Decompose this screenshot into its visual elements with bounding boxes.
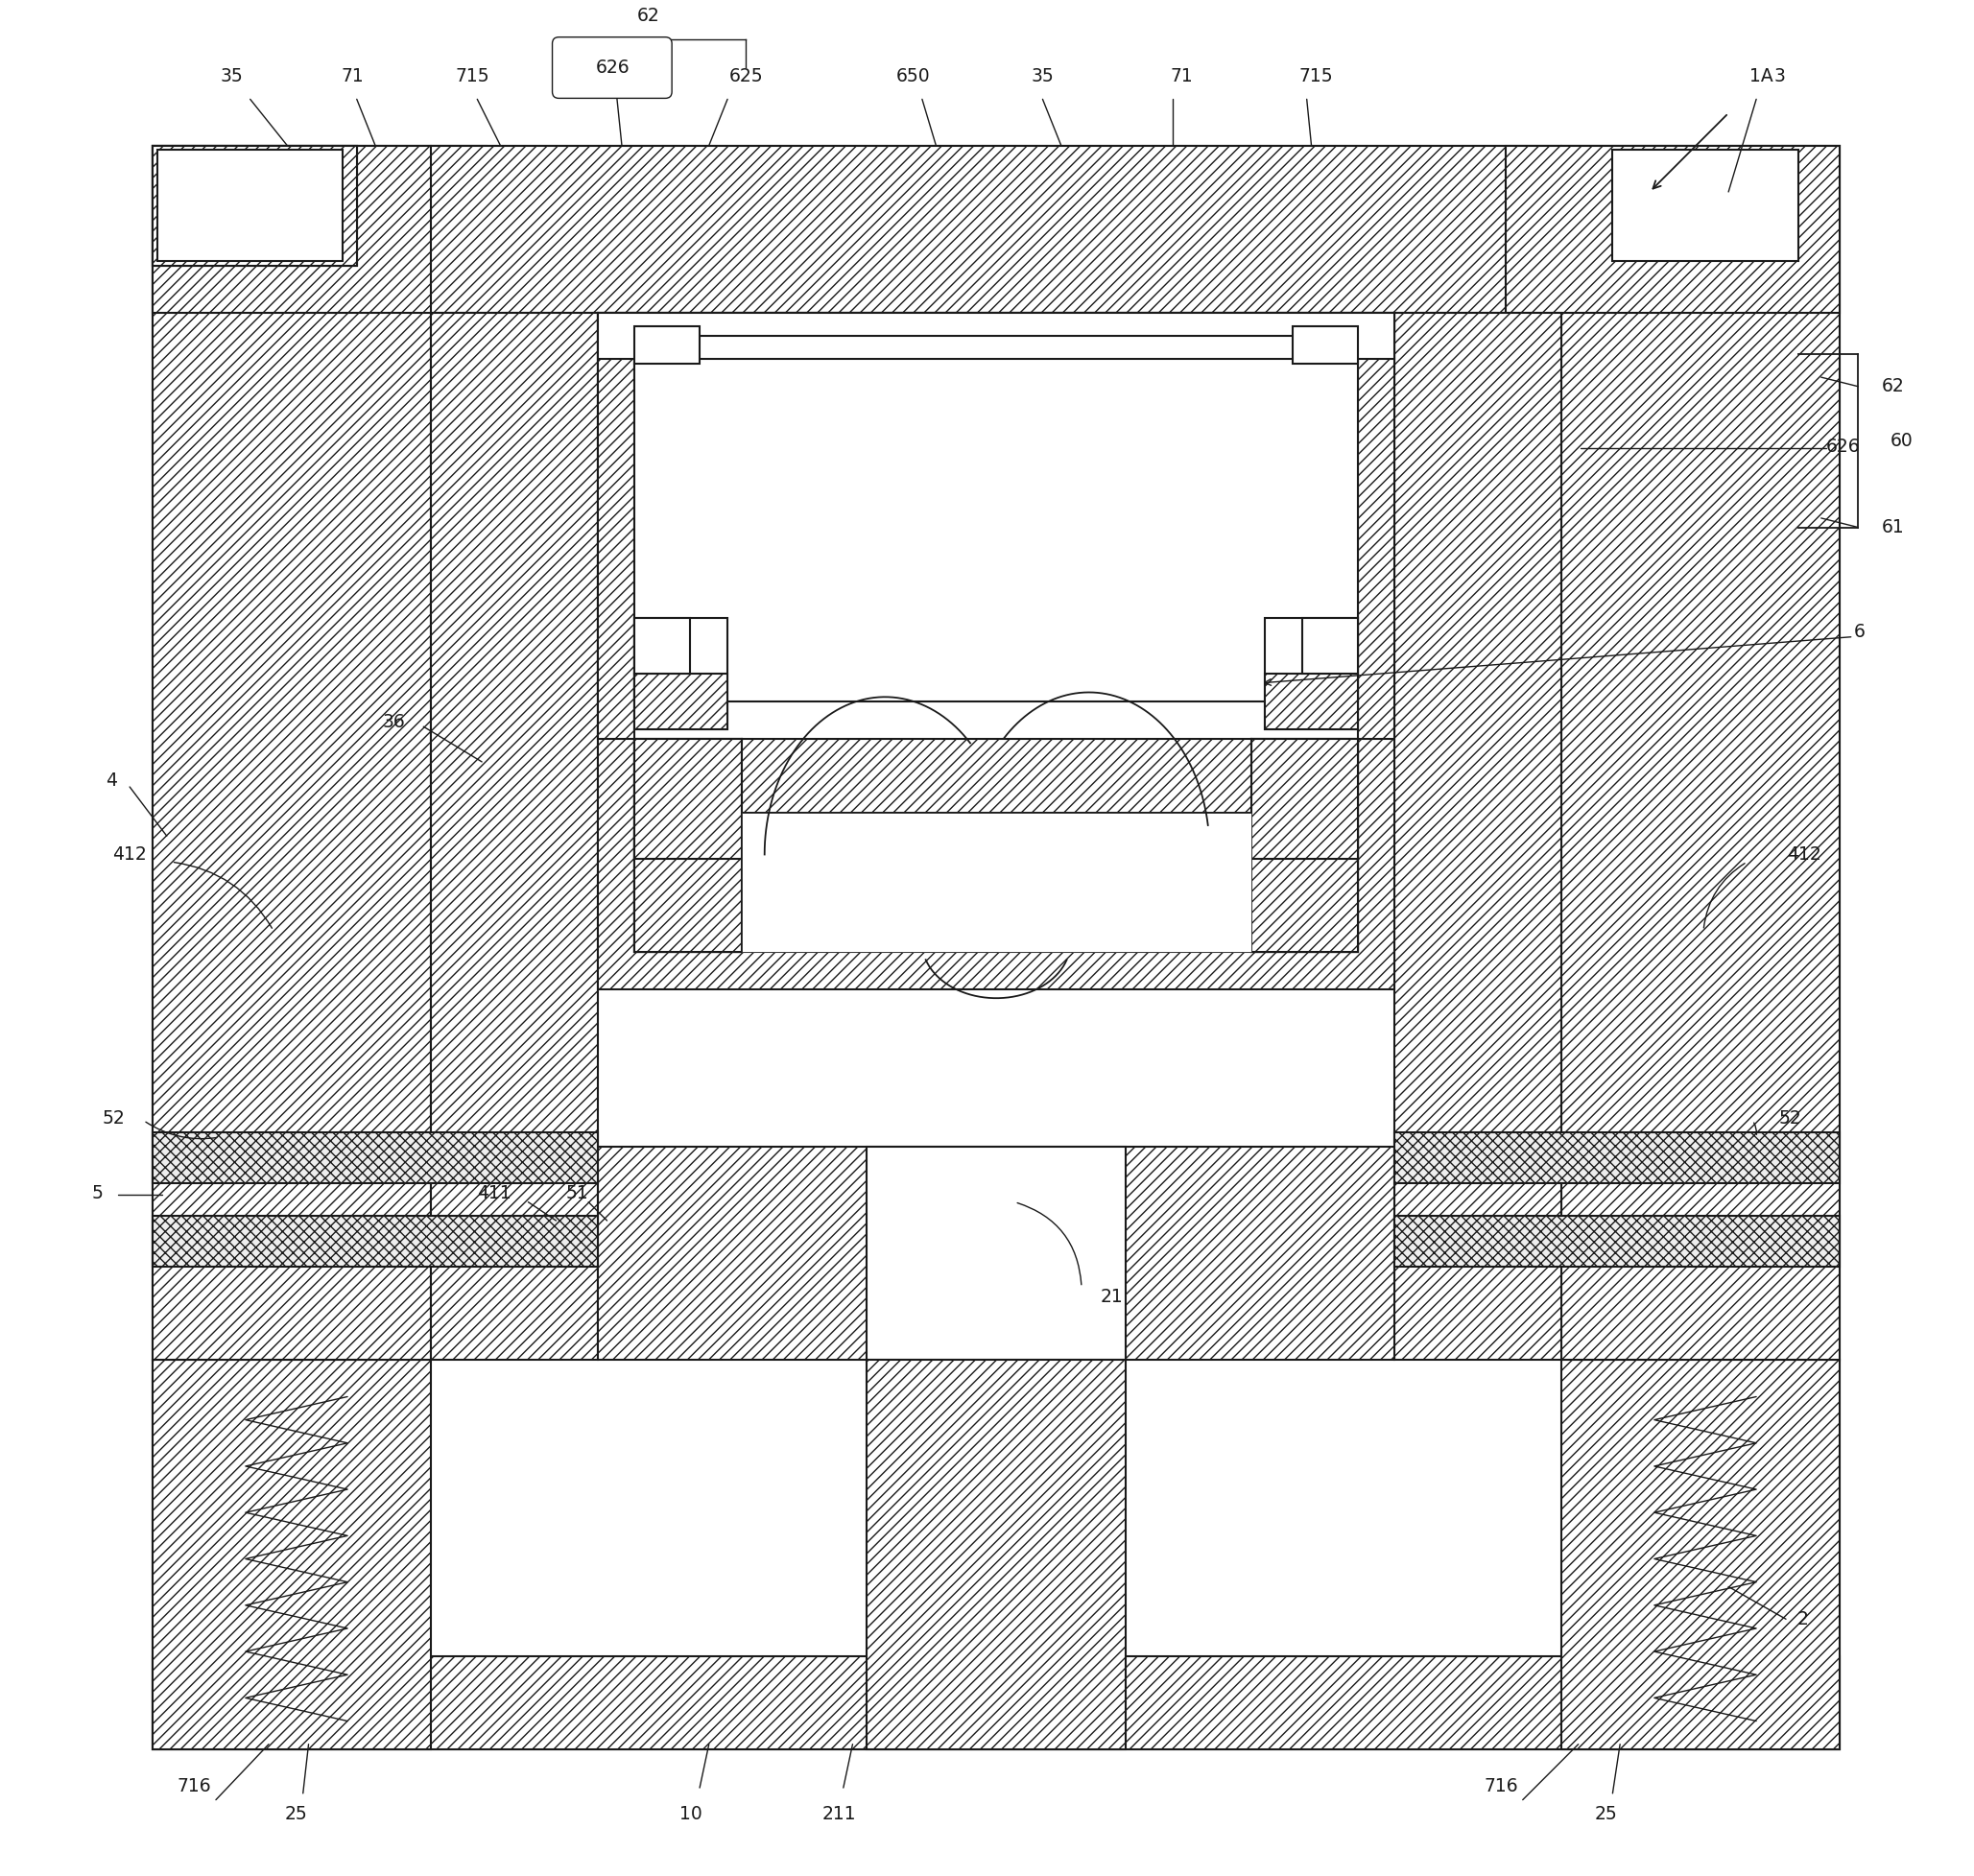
Bar <box>1506 146 1840 311</box>
Bar <box>598 311 1396 358</box>
Bar <box>636 673 728 730</box>
Text: 35: 35 <box>1030 68 1054 84</box>
Text: 62: 62 <box>1881 377 1905 396</box>
Text: 62: 62 <box>638 8 659 24</box>
Bar <box>1252 739 1358 951</box>
Bar <box>867 1146 1125 1360</box>
Text: 1A: 1A <box>1749 68 1773 84</box>
Bar <box>1613 150 1798 261</box>
Text: 6: 6 <box>1854 623 1865 642</box>
Bar <box>636 739 742 951</box>
Bar <box>598 1146 1396 1360</box>
Text: 71: 71 <box>1171 68 1192 84</box>
Bar <box>742 739 1252 812</box>
Bar <box>430 146 1561 311</box>
Bar <box>636 619 691 673</box>
Text: 35: 35 <box>221 68 243 84</box>
Text: 715: 715 <box>1299 68 1332 84</box>
Text: 626: 626 <box>1826 437 1860 456</box>
Text: 412: 412 <box>113 846 146 863</box>
Text: 52: 52 <box>103 1109 124 1127</box>
Bar <box>636 831 742 951</box>
Text: 625: 625 <box>728 68 764 84</box>
Text: 650: 650 <box>896 68 930 84</box>
Bar <box>636 619 728 730</box>
Text: 716: 716 <box>178 1777 211 1795</box>
Text: 71: 71 <box>342 68 363 84</box>
Text: 52: 52 <box>1779 1109 1802 1127</box>
Text: 211: 211 <box>821 1805 857 1823</box>
Bar <box>1561 146 1840 1360</box>
Bar <box>152 146 357 266</box>
Bar <box>152 1133 598 1184</box>
Bar <box>152 146 430 1360</box>
Text: 3: 3 <box>1775 68 1784 84</box>
Bar <box>636 739 742 951</box>
Text: 21: 21 <box>1101 1287 1123 1306</box>
Bar <box>1396 1216 1840 1266</box>
Bar <box>152 1657 1840 1748</box>
Bar <box>1252 739 1358 951</box>
Text: 25: 25 <box>284 1805 308 1823</box>
Text: 51: 51 <box>567 1184 588 1203</box>
Bar <box>1396 311 1561 1360</box>
Text: 2: 2 <box>1796 1610 1808 1628</box>
Text: 716: 716 <box>1484 1777 1518 1795</box>
Bar <box>636 326 1358 702</box>
Bar <box>636 326 699 364</box>
Bar <box>1303 619 1358 673</box>
Text: 60: 60 <box>1891 431 1913 450</box>
Text: 61: 61 <box>1881 518 1905 537</box>
Text: 412: 412 <box>1786 846 1822 863</box>
Bar <box>1252 739 1358 859</box>
Bar <box>152 146 486 311</box>
Bar <box>1265 619 1358 730</box>
Bar <box>636 349 1358 951</box>
Bar <box>1561 1360 1840 1748</box>
Bar <box>430 311 598 1360</box>
Bar <box>598 311 1396 989</box>
Bar <box>152 1360 430 1748</box>
Bar <box>867 1360 1125 1748</box>
Bar <box>152 146 357 266</box>
Bar <box>152 146 1840 1748</box>
Text: 411: 411 <box>478 1184 511 1203</box>
Text: 25: 25 <box>1595 1805 1617 1823</box>
Bar <box>1293 326 1358 364</box>
Bar <box>598 311 1396 739</box>
Text: 4: 4 <box>105 771 116 790</box>
Text: 5: 5 <box>91 1184 103 1203</box>
Bar <box>152 1216 598 1266</box>
Bar <box>1396 1133 1840 1184</box>
Bar <box>742 812 1252 951</box>
Text: 10: 10 <box>679 1805 703 1823</box>
Bar <box>1265 673 1358 730</box>
Bar <box>1252 831 1358 951</box>
FancyBboxPatch shape <box>553 38 671 98</box>
Text: 36: 36 <box>383 713 405 732</box>
Bar <box>636 739 742 859</box>
Bar <box>158 150 343 261</box>
Text: 626: 626 <box>596 58 630 77</box>
Text: 715: 715 <box>456 68 490 84</box>
